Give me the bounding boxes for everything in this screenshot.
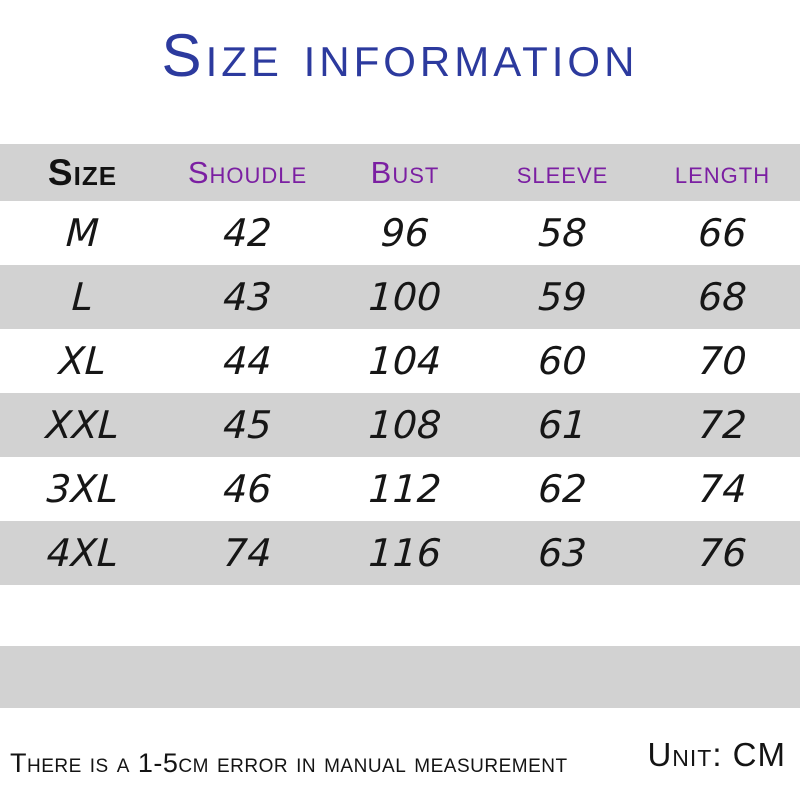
size-cell: L <box>70 275 95 319</box>
column-header-shoulder: Shoudle <box>187 154 308 190</box>
size-cell: XXL <box>44 403 121 447</box>
table-row: XXL 45 108 61 72 <box>0 393 800 457</box>
column-header-size: Size <box>47 151 118 193</box>
table-cell: 104 <box>367 339 443 383</box>
table-row: 3XL 46 112 62 74 <box>0 457 800 521</box>
table-cell: 116 <box>367 531 443 575</box>
size-cell: XL <box>57 339 108 383</box>
table-row: 4XL 74 116 63 76 <box>0 521 800 585</box>
table-cell: 58 <box>537 211 588 255</box>
size-cell: 4XL <box>45 531 120 575</box>
measurement-note: There is a 1-5cm error in manual measure… <box>10 748 568 778</box>
empty-gray-band <box>0 646 800 708</box>
table-cell: 63 <box>537 531 588 575</box>
column-header-bust: Bust <box>370 154 440 190</box>
table-cell: 62 <box>537 467 588 511</box>
table-cell: 72 <box>697 403 748 447</box>
size-cell: M <box>64 211 101 255</box>
table-cell: 76 <box>697 531 748 575</box>
table-row: L 43 100 59 68 <box>0 265 800 329</box>
table-row: M 42 96 58 66 <box>0 201 800 265</box>
table-row: XL 44 104 60 70 <box>0 329 800 393</box>
table-cell: 96 <box>379 211 431 255</box>
unit-label: Unit: CM <box>647 736 786 773</box>
table-cell: 66 <box>697 211 748 255</box>
table-header-row: Size Shoudle Bust sleeve length <box>0 144 800 201</box>
table-cell: 61 <box>537 403 588 447</box>
table-cell: 108 <box>367 403 443 447</box>
table-cell: 42 <box>222 211 273 255</box>
table-cell: 46 <box>222 467 273 511</box>
table-cell: 70 <box>697 339 748 383</box>
size-cell: 3XL <box>45 467 120 511</box>
table-cell: 100 <box>367 275 443 319</box>
table-cell: 68 <box>697 275 748 319</box>
table-cell: 45 <box>222 403 273 447</box>
table-cell: 112 <box>367 467 443 511</box>
table-cell: 74 <box>697 467 748 511</box>
column-header-length: length <box>674 154 771 190</box>
table-cell: 74 <box>222 531 273 575</box>
page-title: Size information <box>161 22 639 89</box>
column-header-sleeve: sleeve <box>516 154 609 190</box>
table-cell: 60 <box>537 339 588 383</box>
table-cell: 43 <box>222 275 273 319</box>
table-cell: 44 <box>222 339 273 383</box>
table-cell: 59 <box>537 275 588 319</box>
